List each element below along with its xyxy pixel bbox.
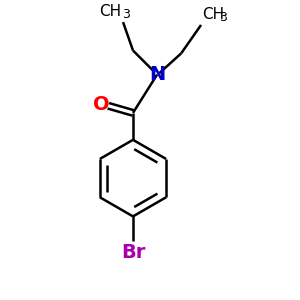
Text: 3: 3 — [219, 11, 227, 24]
Text: CH: CH — [99, 4, 121, 19]
Text: 3: 3 — [122, 8, 130, 21]
Text: O: O — [93, 95, 109, 114]
Text: N: N — [149, 65, 165, 84]
Text: Br: Br — [121, 243, 145, 262]
Text: CH: CH — [202, 7, 225, 22]
